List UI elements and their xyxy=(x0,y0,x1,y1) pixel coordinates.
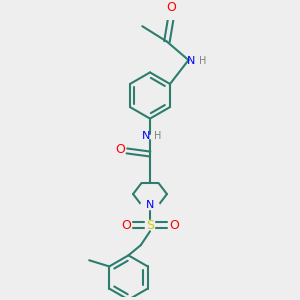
Text: S: S xyxy=(146,219,154,232)
Text: O: O xyxy=(121,219,131,232)
Text: N: N xyxy=(142,130,151,140)
Text: O: O xyxy=(167,1,176,13)
Text: O: O xyxy=(169,219,179,232)
Text: O: O xyxy=(115,143,125,156)
Text: N: N xyxy=(146,200,154,210)
Text: N: N xyxy=(187,56,195,66)
Text: H: H xyxy=(154,130,161,140)
Text: H: H xyxy=(199,56,206,66)
